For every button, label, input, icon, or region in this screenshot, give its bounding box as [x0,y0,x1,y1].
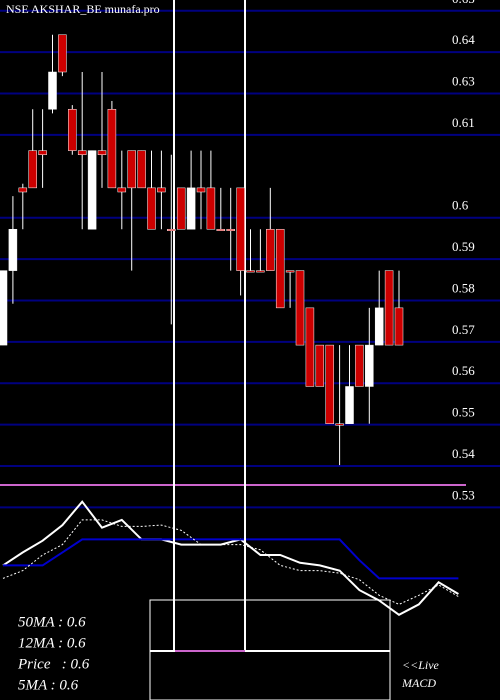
y-tick-label: 0.64 [452,32,475,47]
y-tick-label: 0.65 [452,0,475,6]
candle-body [216,228,226,231]
y-tick-label: 0.58 [452,280,475,295]
candle-body [68,108,77,151]
candle-body [196,187,206,193]
y-tick-label: 0.55 [452,405,475,420]
y-tick-label: 0.6 [452,198,469,213]
candle-body [206,187,216,230]
live-label: <<Live [402,658,440,672]
info-label: 50MA : 0.6 [18,614,86,630]
candle-body [87,150,97,230]
candle-body [295,270,305,346]
candle-body [365,344,374,387]
candle-body [0,270,8,346]
candle-body [315,344,325,387]
info-label: 5MA : 0.6 [18,677,79,693]
indicator-line [3,538,459,580]
candle-body [97,150,107,156]
candle-body [246,270,255,273]
candle-body [394,307,404,346]
candle-body [305,307,315,387]
candle-body [355,344,364,387]
candle-body [266,228,275,271]
candle-body [325,344,334,424]
candle-body [275,228,285,309]
y-tick-label: 0.56 [452,363,475,378]
info-label: 12MA : 0.6 [18,635,86,651]
candle-body [176,187,186,230]
candle-body [157,187,166,193]
candle-body [48,71,57,110]
candle-body [335,423,344,426]
indicator-line [2,519,459,605]
y-tick-label: 0.59 [452,239,475,254]
candle-body [127,150,136,189]
y-tick-label: 0.63 [452,74,475,89]
info-label: Price : 0.6 [17,656,90,672]
candle-body [186,187,196,230]
candle-body [167,228,176,231]
indicator-line [2,500,459,616]
candle-body [226,228,235,231]
candle-body [256,270,265,273]
candle-body [384,270,394,346]
indicator-label: MACD [401,676,436,690]
candle-body [77,150,87,156]
candle-body [38,150,47,156]
candle-body [28,150,37,189]
chart-title: NSE AKSHAR_BE munafa.pro [6,2,160,16]
y-tick-label: 0.53 [452,487,475,502]
candle-body [345,386,354,424]
candle-body [137,150,146,189]
y-tick-label: 0.61 [452,115,475,130]
candle-body [374,307,384,346]
candle-body [117,187,127,193]
candle-body [8,228,18,271]
candle-body [285,270,295,273]
candle-body [18,187,28,193]
y-tick-label: 0.54 [452,446,475,461]
y-tick-label: 0.57 [452,322,475,337]
candle-body [236,187,245,271]
candle-body [147,187,156,230]
candle-body [58,34,67,73]
candle-body [107,108,117,189]
